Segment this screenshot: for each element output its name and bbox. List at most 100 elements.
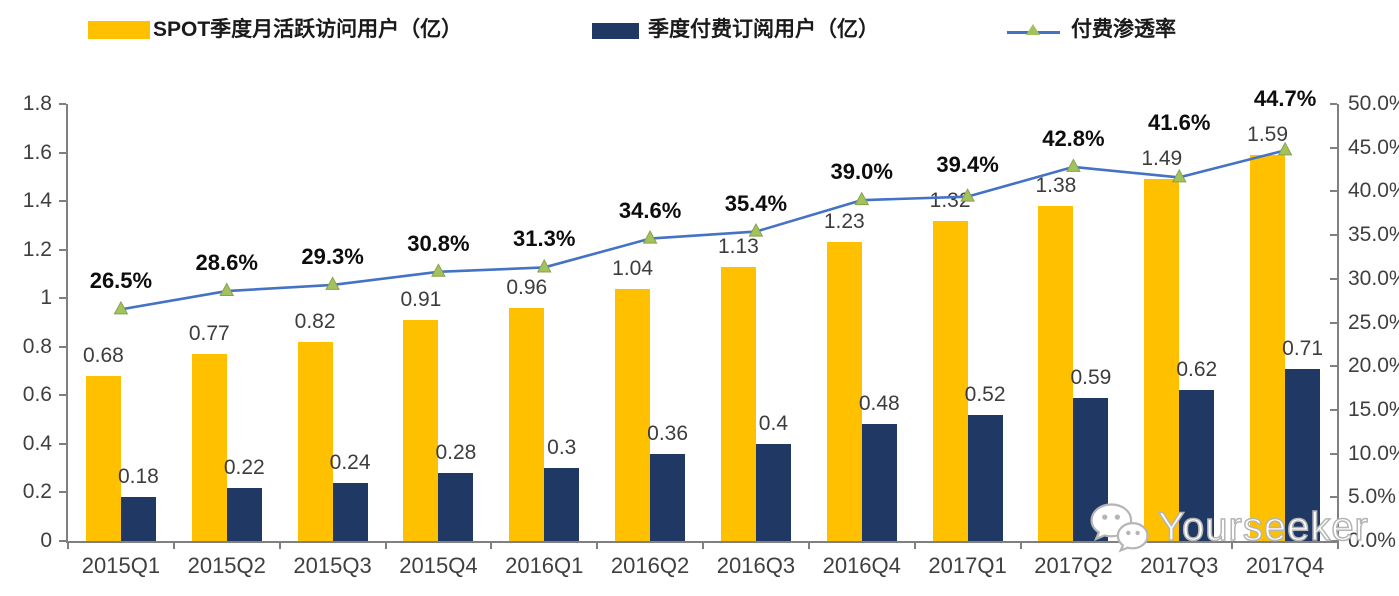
- penetration-value-label: 28.6%: [195, 250, 258, 276]
- mau-bar: [509, 307, 545, 541]
- paid-bar: [967, 414, 1003, 541]
- paid-bar: [650, 453, 686, 541]
- paid-bar: [544, 468, 580, 541]
- left-axis-tick: [59, 297, 66, 300]
- paid-value-label: 0.3: [547, 436, 577, 460]
- penetration-value-label: 34.6%: [618, 197, 682, 223]
- paid-value-label: 0.28: [435, 441, 477, 465]
- x-axis-label: 2015Q1: [81, 553, 161, 578]
- paid-bar: [861, 424, 897, 541]
- mau-value-label: 1.32: [929, 188, 971, 212]
- left-axis-tick-label: 0: [40, 529, 52, 552]
- x-axis-tick: [913, 541, 916, 549]
- mau-bar: [615, 288, 651, 541]
- penetration-value-label: 42.8%: [1042, 125, 1105, 151]
- left-axis-tick: [59, 151, 66, 154]
- x-axis-label: 2017Q3: [1140, 553, 1219, 578]
- x-axis-tick: [67, 541, 69, 549]
- x-axis-label: 2016Q2: [610, 553, 690, 578]
- mau-value-label: 1.23: [823, 210, 865, 234]
- mau-bar: [826, 242, 862, 541]
- mau-value-label: 0.68: [82, 343, 124, 367]
- legend-label-mau: SPOT季度月活跃访问用户（亿）: [153, 18, 463, 41]
- mau-bar: [85, 375, 121, 541]
- left-axis-tick-label: 0.8: [22, 334, 52, 358]
- left-axis-tick-label: 0.6: [22, 383, 52, 407]
- x-axis-label: 2015Q2: [187, 553, 266, 578]
- x-axis-label: 2016Q4: [822, 553, 901, 578]
- legend-swatch-mau: [88, 21, 150, 39]
- right-axis-tick-label: 40.0%: [1348, 179, 1399, 203]
- x-axis-label: 2016Q3: [716, 553, 796, 578]
- left-axis-tick: [59, 442, 66, 445]
- paid-value-label: 0.52: [964, 382, 1006, 406]
- mau-bar: [932, 220, 968, 541]
- x-axis-label: 2017Q1: [928, 553, 1007, 578]
- mau-value-label: 0.96: [506, 275, 548, 299]
- right-axis-tick-label: 20.0%: [1348, 354, 1399, 378]
- mau-value-label: 1.59: [1247, 122, 1289, 146]
- right-axis-tick: [1330, 408, 1337, 411]
- left-axis-tick-label: 0.4: [22, 431, 52, 455]
- left-axis-tick: [59, 200, 66, 203]
- paid-value-label: 0.36: [647, 421, 689, 445]
- mau-bar: [1250, 154, 1286, 541]
- x-axis-tick: [702, 541, 704, 549]
- mau-bar: [1144, 179, 1180, 541]
- right-axis-tick-label: 25.0%: [1348, 310, 1399, 334]
- paid-value-label: 0.48: [858, 392, 900, 416]
- left-axis-tick: [59, 103, 66, 105]
- x-axis-tick: [596, 541, 599, 549]
- penetration-value-label: 44.7%: [1253, 85, 1317, 111]
- left-axis-tick-label: 1: [40, 286, 52, 310]
- paid-value-label: 0.71: [1282, 336, 1324, 360]
- mau-value-label: 0.91: [400, 288, 442, 312]
- paid-bar: [1179, 390, 1215, 541]
- watermark: Yourseeker: [1086, 499, 1369, 556]
- left-axis-tick-label: 1.8: [22, 92, 52, 115]
- left-axis-tick-label: 1.2: [22, 237, 52, 261]
- left-axis-tick-label: 1.6: [22, 140, 52, 164]
- right-axis-tick: [1330, 103, 1337, 105]
- x-axis-label: 2016Q1: [505, 553, 584, 578]
- mau-value-label: 1.13: [717, 234, 759, 258]
- paid-bar: [120, 497, 156, 541]
- left-axis-tick-label: 0.2: [22, 480, 52, 504]
- left-axis-tick: [59, 345, 66, 348]
- mau-bar: [191, 354, 227, 541]
- left-axis-tick: [59, 394, 66, 397]
- paid-value-label: 0.22: [223, 455, 265, 479]
- mau-value-label: 1.38: [1035, 173, 1077, 197]
- penetration-value-label: 39.0%: [830, 159, 893, 185]
- right-axis-line: [1337, 104, 1339, 543]
- right-axis-tick-label: 50.0%: [1348, 92, 1399, 115]
- penetration-value-label: 31.3%: [513, 226, 576, 252]
- left-axis-tick: [59, 491, 66, 494]
- right-axis-tick-label: 15.0%: [1348, 397, 1399, 421]
- right-axis-tick-label: 5.0%: [1348, 485, 1396, 509]
- right-axis-tick: [1330, 365, 1337, 368]
- x-axis-tick: [1337, 541, 1339, 549]
- paid-value-label: 0.4: [758, 411, 789, 435]
- right-axis-tick-label: 35.0%: [1348, 223, 1399, 247]
- left-axis-line: [66, 104, 68, 543]
- mau-value-label: 0.77: [188, 322, 230, 346]
- penetration-value-label: 39.4%: [936, 151, 999, 177]
- x-axis-label: 2015Q3: [293, 553, 372, 578]
- paid-bar: [1285, 368, 1321, 541]
- penetration-value-label: 29.3%: [301, 243, 364, 269]
- x-axis-label: 2015Q4: [399, 553, 478, 578]
- watermark-text: Yourseeker: [1157, 504, 1369, 550]
- right-axis-tick: [1330, 496, 1337, 499]
- x-axis-tick: [1231, 541, 1234, 549]
- paid-value-label: 0.24: [329, 450, 371, 474]
- right-axis-tick-label: 10.0%: [1348, 441, 1399, 465]
- x-axis-tick: [1019, 541, 1022, 549]
- penetration-value-label: 41.6%: [1148, 110, 1211, 136]
- mau-bar: [720, 266, 756, 541]
- mau-bar: [403, 320, 439, 541]
- paid-bar: [438, 473, 474, 541]
- x-axis-tick: [490, 541, 493, 549]
- right-axis-tick: [1330, 540, 1337, 542]
